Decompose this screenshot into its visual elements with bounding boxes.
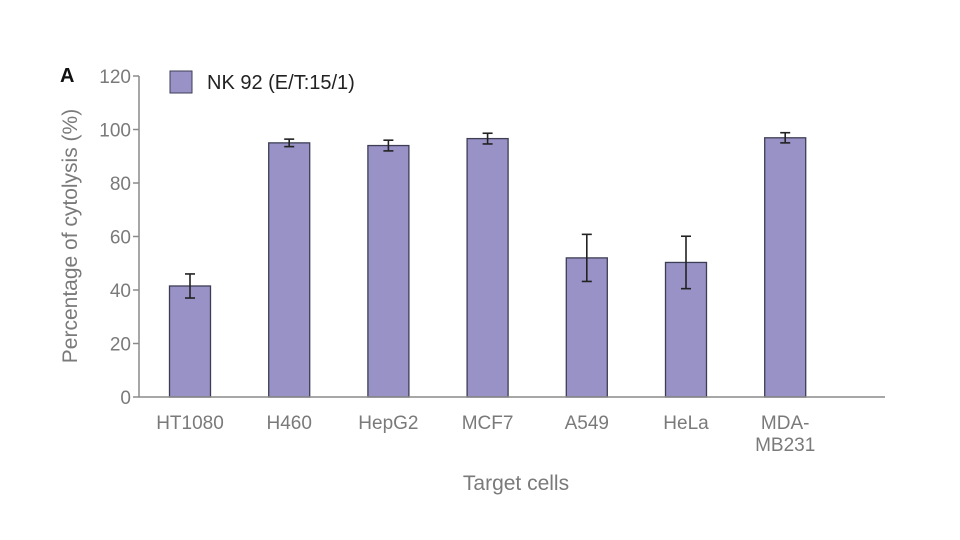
error-bar [780, 131, 791, 144]
legend-label: NK 92 (E/T:15/1) [207, 72, 355, 94]
y-tick-label: 20 [110, 335, 131, 356]
bar-h460 [268, 142, 311, 398]
panel-label: A [60, 65, 74, 87]
error-bar [482, 132, 493, 145]
x-category-label: MCF7 [462, 413, 514, 434]
x-category-label: HeLa [663, 413, 709, 434]
y-tick-label: 120 [99, 67, 131, 88]
error-bar [383, 139, 394, 152]
y-tick-label: 60 [110, 228, 131, 249]
y-tick-label: 0 [120, 388, 131, 409]
bar-ht1080 [168, 285, 212, 398]
y-tick-label: 80 [110, 174, 131, 195]
y-tick-label: 40 [110, 281, 131, 302]
x-category-label: HepG2 [358, 413, 418, 434]
x-category-label: HT1080 [156, 413, 224, 434]
bar-hepg2 [367, 144, 410, 398]
y-axis-label: Percentage of cytolysis (%) [59, 109, 82, 363]
x-category-label: A549 [565, 413, 609, 434]
error-bar [681, 235, 691, 290]
error-bar [581, 233, 592, 283]
bar-mda-mb231 [764, 137, 807, 398]
x-axis-label: Target cells [463, 472, 569, 495]
error-bar [284, 138, 295, 148]
x-category-label: MB231 [755, 435, 815, 456]
bar-mcf7 [466, 137, 509, 398]
y-tick-label: 100 [99, 121, 131, 142]
legend-swatch [169, 70, 193, 94]
x-category-label: MDA- [761, 413, 810, 434]
x-category-label: H460 [266, 413, 311, 434]
error-bar [185, 273, 195, 299]
